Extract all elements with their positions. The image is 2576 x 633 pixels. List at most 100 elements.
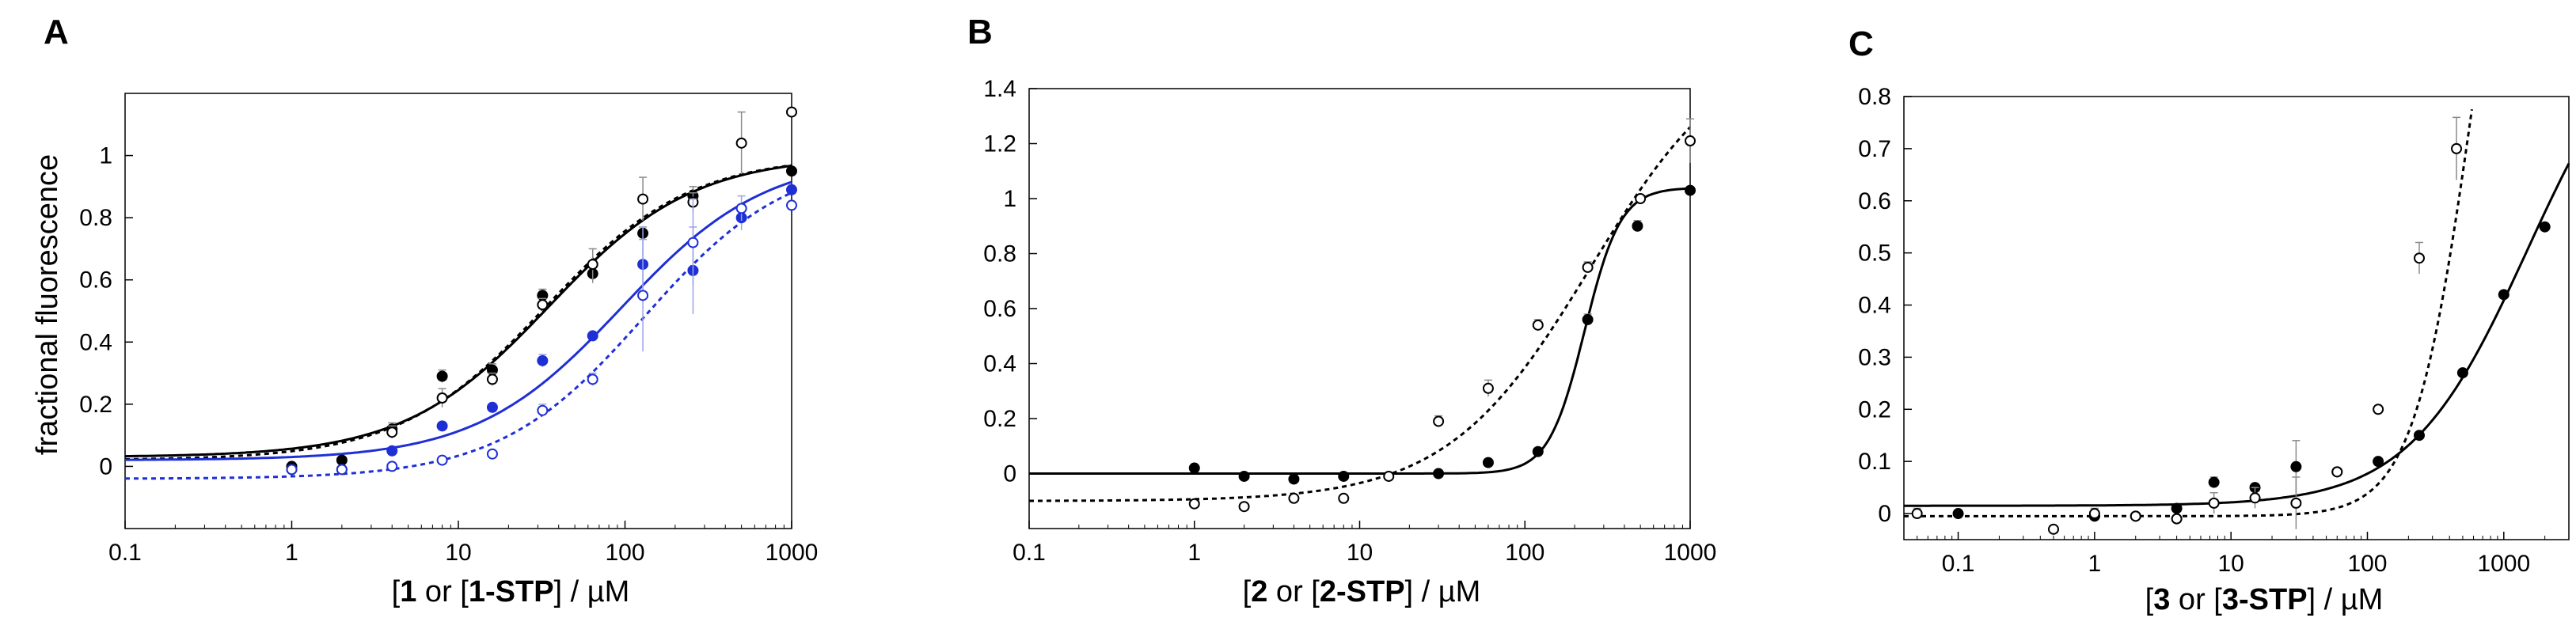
data-point-b-0-1 (1238, 470, 1250, 482)
x-axis-title-b-compound: 2 (1251, 575, 1267, 608)
x-axis-title-b-stp: 2-STP (1320, 575, 1405, 608)
data-point-c-0-0 (1952, 508, 1964, 520)
x-tick-label-b-0: 0.1 (1013, 540, 1046, 566)
y-tick-label-a-1: 0.2 (79, 392, 112, 418)
data-point-a-2-1 (436, 420, 448, 432)
x-tick-label-b-4: 1000 (1664, 540, 1717, 566)
data-point-c-1-3 (2130, 510, 2141, 522)
data-point-c-1-11 (2451, 142, 2463, 154)
panel-label-b: B (967, 13, 993, 51)
y-tick-label-b-3: 0.6 (983, 296, 1016, 322)
data-point-b-1-10 (1685, 135, 1696, 147)
y-tick-label-c-6: 0.6 (1858, 188, 1891, 214)
x-axis-title-b-unit: ] / µM (1405, 575, 1481, 608)
data-point-a-3-1 (336, 464, 348, 476)
y-tick-label-b-5: 1 (1003, 186, 1016, 212)
x-tick-label-a-1: 1 (285, 540, 298, 566)
x-tick-label-c-2: 10 (2217, 551, 2244, 577)
x-axis-title-c: [3 or [3-STP] / µM (2145, 583, 2384, 616)
x-tick-label-b-2: 10 (1347, 540, 1373, 566)
data-point-c-1-5 (2208, 497, 2220, 509)
fit-curve-a-1 (125, 164, 792, 461)
data-point-b-1-7 (1532, 319, 1544, 331)
data-point-a-3-8 (687, 237, 699, 248)
fit-curve-a-0 (124, 165, 792, 458)
data-point-a-0-3 (436, 370, 448, 382)
data-point-c-0-11 (2498, 289, 2510, 301)
data-point-a-1-2 (386, 426, 398, 438)
data-point-a-1-10 (786, 106, 797, 118)
data-point-a-1-5 (537, 299, 549, 311)
x-tick-label-c-1: 1 (2088, 551, 2102, 577)
y-tick-label-a-5: 1 (99, 143, 112, 169)
plot-area-b: 0.1 1 10 100 1000 0 0.2 0.4 0.6 0.8 1 1.2 1.4 (983, 76, 1716, 566)
data-point-b-1-0 (1188, 498, 1200, 510)
data-point-a-1-4 (486, 373, 498, 385)
x-axis-title-c-stp: 3-STP (2222, 583, 2308, 616)
y-tick-label-b-1: 0.2 (983, 406, 1016, 432)
x-axis-title-b-or: or [ (1267, 575, 1320, 608)
fit-curve-c-0 (1904, 162, 2570, 507)
data-point-c-1-8 (2331, 466, 2343, 478)
y-tick-label-b-0: 0 (1003, 461, 1016, 487)
data-point-a-2-3 (537, 354, 549, 366)
x-axis-title-a-compound: 1 (400, 575, 416, 608)
data-point-b-1-4 (1383, 470, 1395, 482)
axes-frame-c (1903, 96, 2570, 540)
y-tick-label-c-5: 0.5 (1858, 241, 1891, 267)
data-point-b-0-0 (1188, 462, 1200, 474)
data-point-c-0-12 (2539, 221, 2551, 233)
data-point-c-0-10 (2456, 367, 2468, 379)
data-point-a-1-6 (587, 259, 598, 271)
x-tick-label-b-3: 100 (1505, 540, 1544, 566)
fit-curve-b-0 (1029, 187, 1691, 475)
y-tick-label-b-6: 1.2 (983, 131, 1016, 157)
data-point-c-1-7 (2290, 497, 2302, 509)
data-point-c-0-3 (2171, 502, 2183, 514)
data-point-a-2-4 (587, 330, 598, 342)
y-tick-label-a-0: 0 (99, 453, 112, 479)
y-tick-label-c-2: 0.2 (1858, 396, 1891, 423)
data-point-a-1-3 (436, 392, 448, 404)
data-point-b-1-8 (1582, 261, 1594, 273)
data-point-a-3-3 (436, 454, 448, 466)
x-tick-label-b-1: 1 (1187, 540, 1201, 566)
data-point-b-1-9 (1635, 193, 1647, 204)
y-tick-label-b-4: 0.8 (983, 241, 1016, 267)
data-point-a-3-2 (386, 461, 398, 472)
data-point-c-0-8 (2373, 456, 2384, 468)
data-point-a-3-9 (735, 203, 747, 214)
data-point-c-1-9 (2373, 404, 2384, 415)
data-point-a-3-6 (587, 373, 598, 385)
data-point-b-0-5 (1482, 457, 1494, 468)
y-axis-title-a: fractional fluorescence (31, 154, 64, 455)
data-point-b-0-4 (1433, 468, 1445, 479)
y-tick-label-c-4: 0.4 (1858, 293, 1891, 319)
data-point-b-1-1 (1238, 501, 1250, 513)
x-tick-label-c-0: 0.1 (1942, 551, 1975, 577)
fit-curve-a-2 (125, 180, 792, 461)
data-point-b-0-9 (1685, 184, 1696, 196)
data-point-a-0-1 (336, 454, 348, 466)
data-point-a-1-7 (637, 193, 649, 205)
data-point-b-0-8 (1632, 220, 1643, 232)
y-tick-label-c-1: 0.1 (1858, 449, 1891, 475)
data-point-b-0-3 (1338, 470, 1350, 482)
y-tick-label-b-7: 1.4 (983, 76, 1016, 102)
data-point-c-1-0 (1911, 508, 1923, 520)
data-point-c-1-6 (2249, 492, 2261, 504)
data-point-c-1-10 (2413, 252, 2425, 264)
x-axis-title-b: [2 or [2-STP] / µM (1243, 575, 1481, 608)
data-point-a-2-0 (386, 445, 398, 457)
y-tick-label-c-8: 0.8 (1858, 84, 1891, 110)
x-axis-title-c-unit: ] / µM (2308, 583, 2384, 616)
data-point-a-0-9 (786, 165, 797, 177)
data-point-b-1-2 (1288, 492, 1300, 504)
x-tick-label-c-4: 1000 (2477, 551, 2530, 577)
axes-frame-a (124, 93, 792, 529)
panel-label-c: C (1848, 25, 1874, 63)
x-tick-label-a-0: 0.1 (108, 540, 142, 566)
x-tick-label-a-3: 100 (605, 540, 644, 566)
data-point-c-1-1 (2048, 523, 2060, 535)
